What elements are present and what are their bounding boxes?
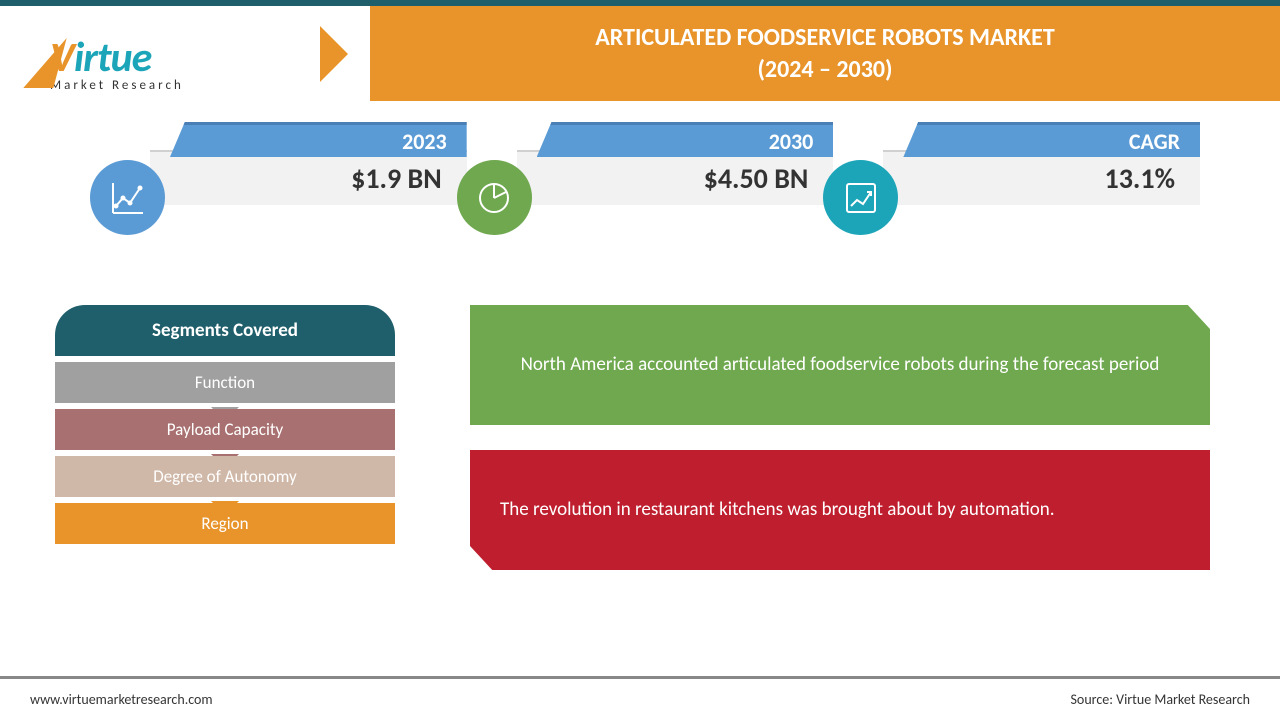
stats-row: 2023 $1.9 BN 2030 $4.50 BN CAGR 13.1%	[150, 150, 1200, 205]
page-title: ARTICULATED FOODSERVICE ROBOTS MARKET(20…	[595, 22, 1055, 84]
callout-red-text: The revolution in restaurant kitchens wa…	[500, 496, 1055, 525]
callout-green-text: North America accounted articulated food…	[521, 351, 1160, 380]
stat-year: 2023	[170, 122, 467, 157]
stat-card-2023: 2023 $1.9 BN	[150, 150, 467, 205]
pie-chart-icon	[457, 160, 532, 235]
growth-chart-icon	[823, 160, 898, 235]
footer-source: Source: Virtue Market Research	[1071, 691, 1251, 708]
footer: www.virtuemarketresearch.com Source: Vir…	[0, 676, 1280, 720]
logo-main: Virtue	[50, 32, 184, 83]
segment-item: Degree of Autonomy	[55, 456, 395, 497]
stat-card-cagr: CAGR 13.1%	[883, 150, 1200, 205]
stat-year: CAGR	[903, 122, 1200, 157]
stat-card-2030: 2030 $4.50 BN	[517, 150, 834, 205]
footer-url: www.virtuemarketresearch.com	[30, 691, 213, 708]
logo: Virtue Market Research	[30, 15, 360, 110]
stat-value: $4.50 BN	[517, 150, 834, 205]
stat-year: 2030	[537, 122, 834, 157]
segment-item: Region	[55, 503, 395, 544]
stat-value: $1.9 BN	[150, 150, 467, 205]
segments-title: Segments Covered	[55, 305, 395, 356]
line-chart-icon	[90, 160, 165, 235]
segment-item: Payload Capacity	[55, 409, 395, 450]
logo-sub: Market Research	[50, 78, 184, 93]
segments-panel: Segments Covered Function Payload Capacit…	[55, 305, 395, 544]
chevron-icon	[320, 26, 348, 82]
callout-green: North America accounted articulated food…	[470, 305, 1210, 425]
callout-red: The revolution in restaurant kitchens wa…	[470, 450, 1210, 570]
segment-item: Function	[55, 362, 395, 403]
header-bar: ARTICULATED FOODSERVICE ROBOTS MARKET(20…	[370, 6, 1280, 101]
stat-value: 13.1%	[883, 150, 1200, 205]
